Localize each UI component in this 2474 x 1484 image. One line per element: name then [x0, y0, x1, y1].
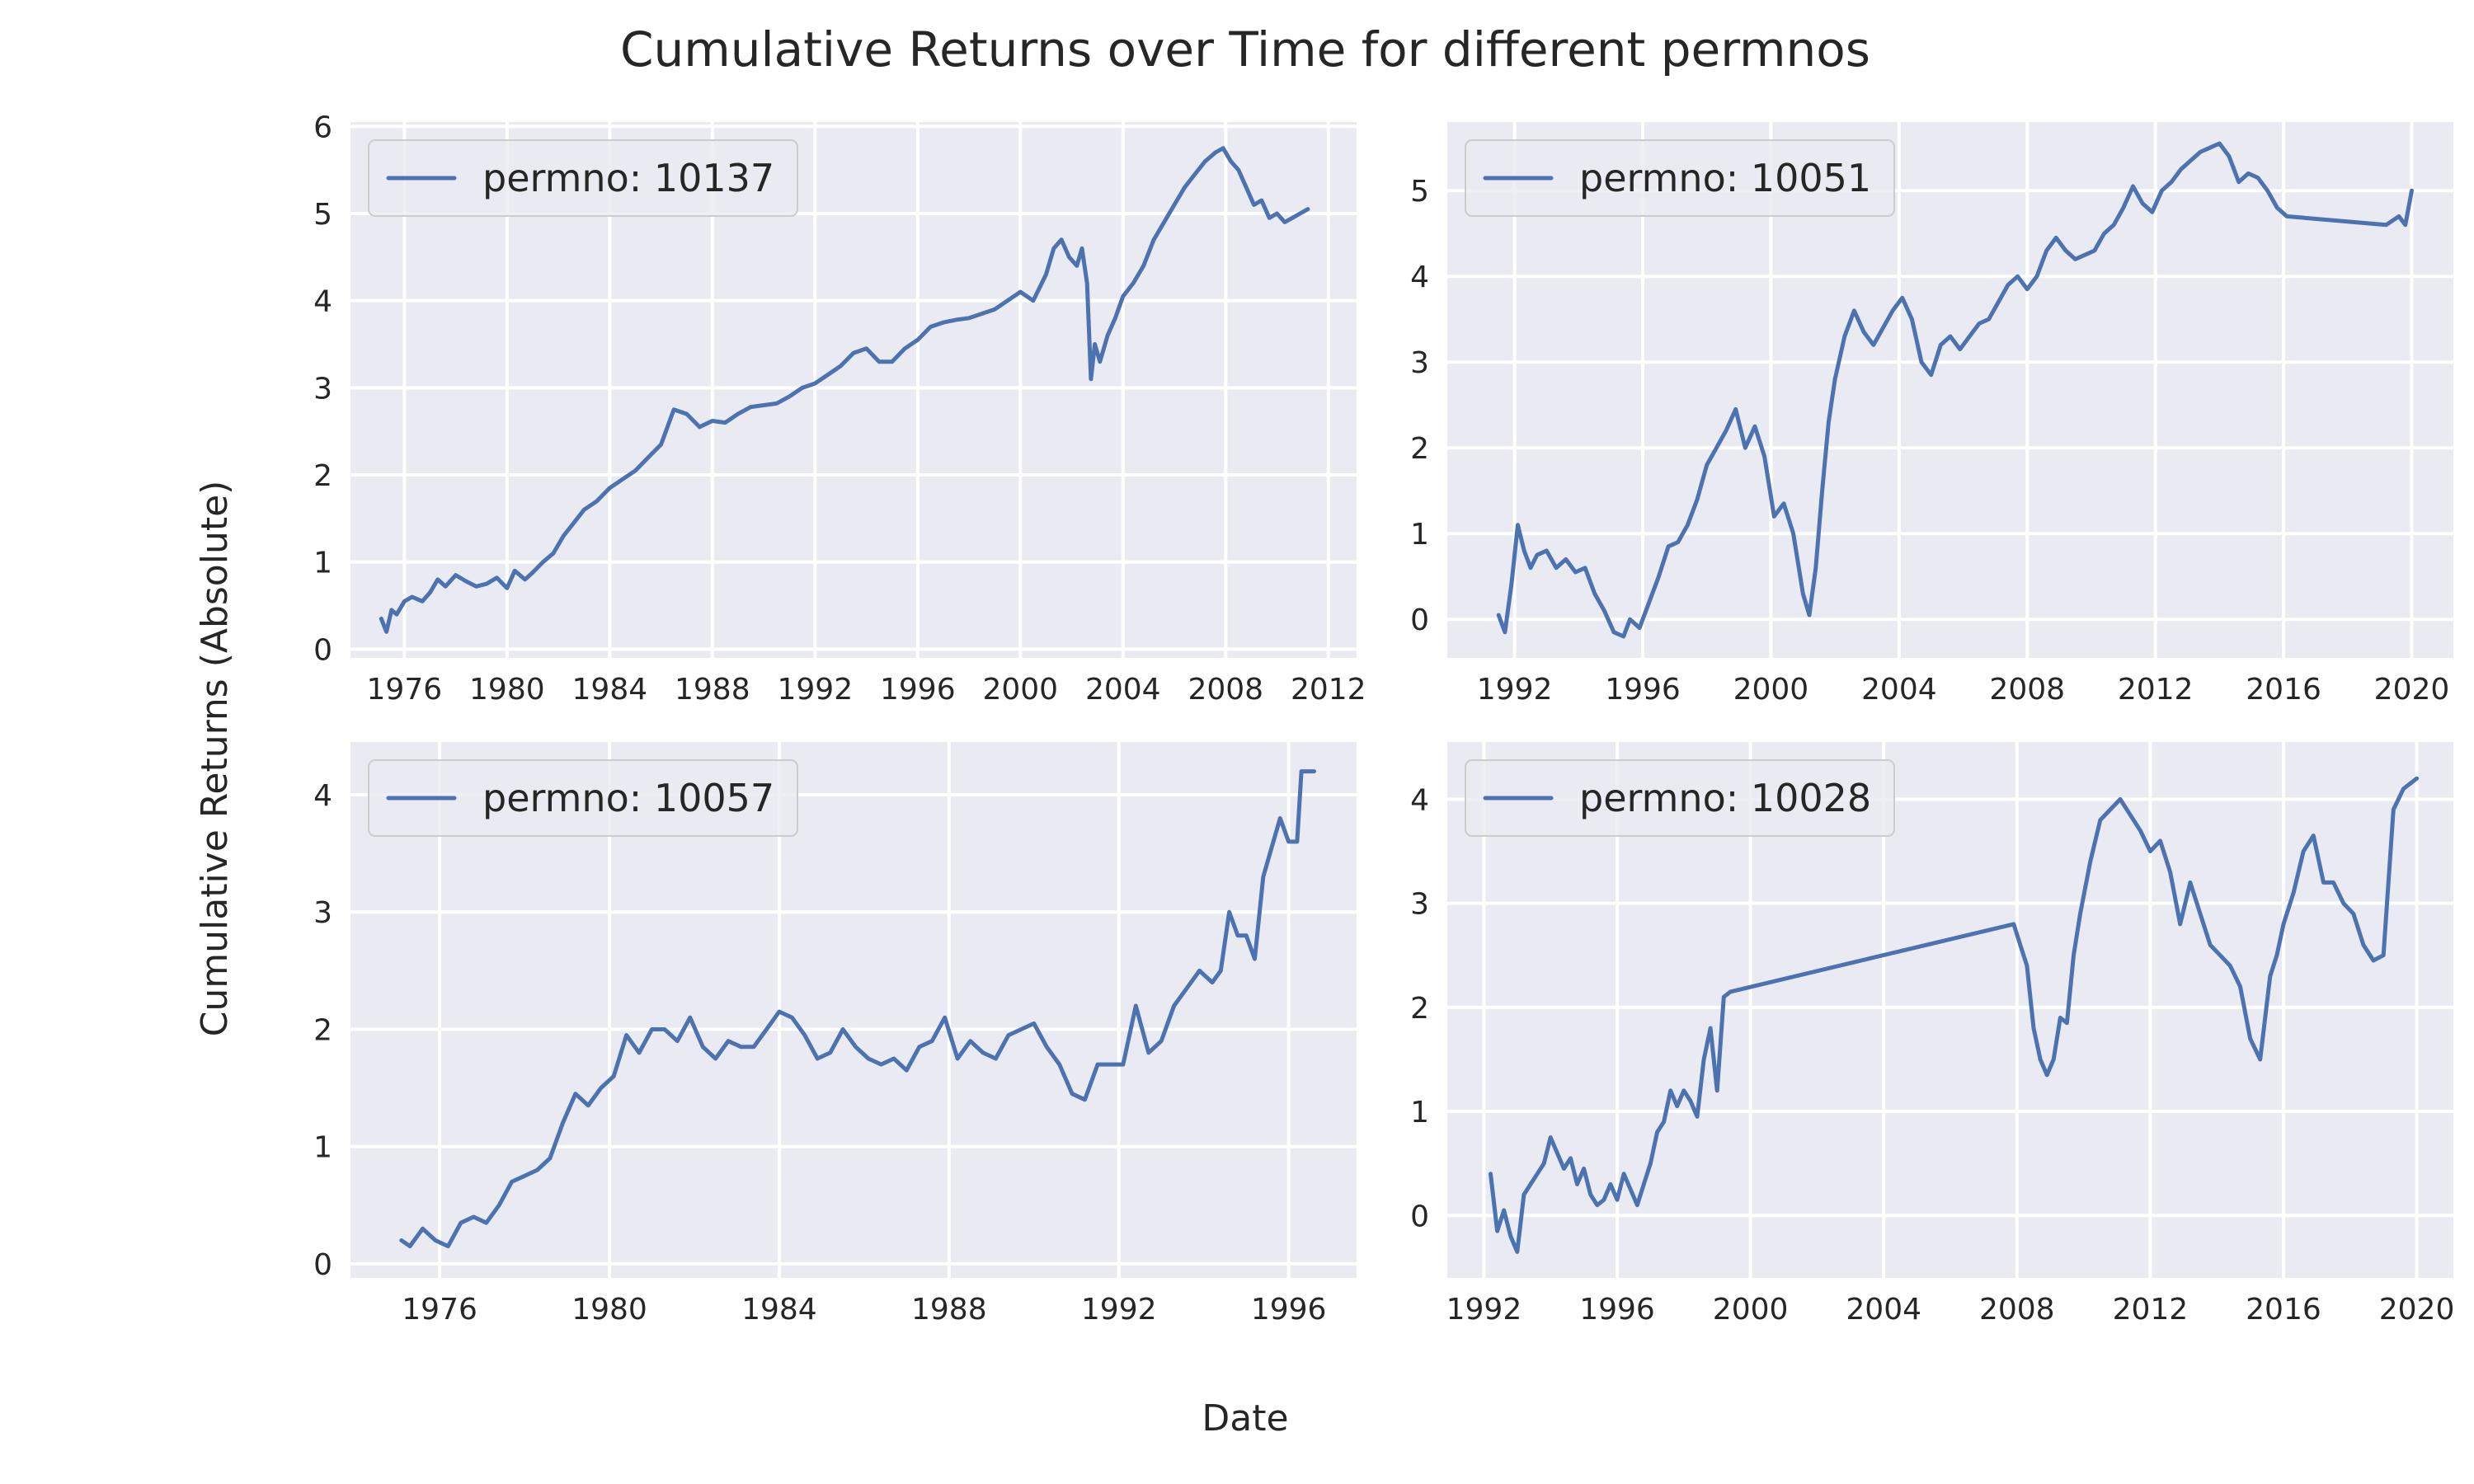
x-tick-label: 2016 — [2246, 1293, 2321, 1327]
x-tick-label: 2020 — [2374, 673, 2450, 707]
y-tick-label: 3 — [1410, 888, 1429, 922]
x-tick-label: 1980 — [469, 673, 545, 707]
legend-box — [1465, 759, 1895, 837]
x-tick-label: 2008 — [1188, 673, 1263, 707]
y-tick-label: 3 — [313, 896, 332, 930]
y-tick-label: 2 — [1410, 992, 1429, 1026]
series-line — [379, 146, 1310, 634]
x-tick-label: 2000 — [1733, 673, 1809, 707]
series-line — [1489, 776, 2420, 1254]
y-tick-label: 2 — [1410, 432, 1429, 466]
x-tick-label: 2000 — [1713, 1293, 1789, 1327]
x-tick-label: 2000 — [982, 673, 1058, 707]
legend-label: permno: 10028 — [1579, 776, 1871, 820]
x-tick-label: 2020 — [2379, 1293, 2455, 1327]
legend: permno: 10057 — [368, 759, 798, 837]
x-tick-label: 2004 — [1861, 673, 1937, 707]
subplot-grid: 1976 1980 1984 1988 1992 1996 2000 2004 2008 2012… — [313, 110, 2454, 1327]
x-tick-label: 1988 — [911, 1293, 987, 1327]
x-tick-label: 1996 — [1251, 1293, 1327, 1327]
x-tick-label: 1988 — [675, 673, 750, 707]
legend-label: permno: 10057 — [482, 776, 774, 820]
x-tick-label: 1992 — [1446, 1293, 1522, 1327]
y-tick-label: 6 — [313, 110, 332, 144]
legend-box — [1465, 139, 1895, 217]
series-line — [399, 769, 1316, 1249]
y-axis-label: Cumulative Returns (Absolute) — [194, 481, 236, 1037]
legend: permno: 10028 — [1465, 759, 1895, 837]
x-tick-label: 1976 — [367, 673, 443, 707]
subplot-bottom-right: 1992 1996 2000 2004 2008 2012 2016 2020 0 1 2 3 4 per… — [1410, 742, 2454, 1327]
series-line — [1496, 141, 2414, 639]
x-tick-label: 1992 — [1081, 1293, 1157, 1327]
y-tick-label: 3 — [313, 372, 332, 406]
x-tick-label: 1992 — [778, 673, 854, 707]
x-tick-label: 2016 — [2246, 673, 2321, 707]
y-tick-label: 4 — [1410, 783, 1429, 817]
y-tick-label: 4 — [1410, 261, 1429, 294]
legend-box — [368, 759, 798, 837]
x-tick-label: 1976 — [402, 1293, 477, 1327]
x-tick-label: 1996 — [880, 673, 956, 707]
legend: permno: 10051 — [1465, 139, 1895, 217]
subplot-top-left: 1976 1980 1984 1988 1992 1996 2000 2004 2008 2012… — [313, 110, 1366, 707]
x-tick-label: 1980 — [571, 1293, 647, 1327]
y-tick-label: 1 — [313, 1131, 332, 1165]
x-tick-label: 1996 — [1605, 673, 1681, 707]
subplot-top-right: 1992 1996 2000 2004 2008 2012 2016 2020 0 1 2 3 4 5 pe… — [1410, 122, 2453, 707]
x-tick-label: 2008 — [1979, 1293, 2055, 1327]
x-tick-label: 1992 — [1477, 673, 1553, 707]
x-tick-label: 1984 — [741, 1293, 817, 1327]
legend: permno: 10137 — [368, 139, 798, 217]
x-tick-label: 2004 — [1085, 673, 1161, 707]
x-tick-label: 2012 — [1291, 673, 1366, 707]
y-tick-label: 4 — [313, 285, 332, 319]
y-tick-label: 3 — [1410, 346, 1429, 380]
y-tick-label: 2 — [313, 1013, 332, 1047]
y-tick-label: 0 — [313, 1248, 332, 1282]
y-tick-label: 2 — [313, 459, 332, 493]
y-tick-label: 5 — [313, 198, 332, 232]
x-tick-label: 2012 — [2118, 673, 2194, 707]
legend-label: permno: 10051 — [1579, 156, 1871, 200]
x-tick-label: 1984 — [572, 673, 648, 707]
y-tick-label: 0 — [1410, 1200, 1429, 1233]
y-tick-label: 1 — [1410, 518, 1429, 552]
x-tick-label: 2008 — [1989, 673, 2065, 707]
y-tick-label: 0 — [313, 633, 332, 667]
x-tick-label: 1996 — [1579, 1293, 1655, 1327]
figure-title: Cumulative Returns over Time for differe… — [620, 21, 1870, 77]
x-tick-label: 2004 — [1846, 1293, 1921, 1327]
y-tick-label: 1 — [1410, 1096, 1429, 1129]
y-tick-label: 5 — [1410, 175, 1429, 209]
y-tick-label: 1 — [313, 547, 332, 580]
x-tick-label: 2012 — [2113, 1293, 2189, 1327]
legend-box — [368, 139, 798, 217]
y-tick-label: 4 — [313, 779, 332, 813]
y-tick-label: 0 — [1410, 603, 1429, 637]
x-axis-label: Date — [1202, 1397, 1288, 1439]
legend-label: permno: 10137 — [482, 156, 774, 200]
subplot-bottom-left: 1976 1980 1984 1988 1992 1996 0 1 2 3 4 permno: 100… — [313, 742, 1357, 1327]
